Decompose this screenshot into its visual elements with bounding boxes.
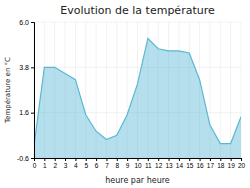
grid-line-x — [230, 22, 231, 158]
grid-line-x — [220, 22, 221, 158]
grid-line-y — [34, 22, 241, 23]
y-axis-line — [31, 23, 35, 159]
x-tick: 17 — [207, 158, 215, 169]
x-tick: 5 — [84, 158, 88, 169]
x-tick-label: 12 — [155, 162, 163, 169]
y-tick: 3.8 — [19, 64, 34, 71]
grid-line-x — [106, 22, 107, 158]
x-tick: 12 — [155, 158, 163, 169]
x-tick-mark — [75, 158, 76, 161]
x-tick-mark — [189, 158, 190, 161]
x-tick: 19 — [228, 158, 236, 169]
y-tick-mark — [31, 67, 34, 68]
y-tick-mark — [31, 113, 34, 114]
y-tick-mark — [31, 22, 34, 23]
x-tick: 0 — [33, 158, 37, 169]
x-tick-label: 10 — [134, 162, 142, 169]
x-tick: 18 — [217, 158, 225, 169]
x-tick-mark — [210, 158, 211, 161]
x-tick-label: 13 — [165, 162, 173, 169]
x-tick-mark — [106, 158, 107, 161]
y-tick-label: 1.6 — [19, 109, 29, 116]
y-tick: 6.0 — [19, 19, 34, 26]
x-tick: 16 — [196, 158, 204, 169]
y-axis-title: Température en °C — [4, 57, 12, 124]
x-tick: 2 — [53, 158, 57, 169]
x-tick-label: 17 — [207, 162, 215, 169]
x-tick: 10 — [134, 158, 142, 169]
x-tick-mark — [117, 158, 118, 161]
x-tick-label: 5 — [84, 162, 88, 169]
y-tick-mark — [31, 158, 34, 159]
x-tick-label: 7 — [105, 162, 109, 169]
x-tick-label: 3 — [64, 162, 68, 169]
x-tick-label: 4 — [74, 162, 78, 169]
area — [34, 38, 241, 158]
x-tick-label: 0 — [33, 162, 37, 169]
y-tick-label: -0.6 — [17, 155, 29, 162]
x-tick-label: 1 — [43, 162, 47, 169]
x-tick-mark — [169, 158, 170, 161]
x-tick-label: 20 — [238, 162, 246, 169]
x-tick-mark — [138, 158, 139, 161]
x-tick-mark — [179, 158, 180, 161]
x-tick-mark — [220, 158, 221, 161]
chart: 01234567891011121314151617181920-0.61.63… — [0, 0, 250, 188]
x-tick: 15 — [186, 158, 194, 169]
x-tick-label: 6 — [95, 162, 99, 169]
x-tick-mark — [148, 158, 149, 161]
x-tick-mark — [158, 158, 159, 161]
x-tick-label: 11 — [145, 162, 152, 169]
x-tick-label: 19 — [228, 162, 236, 169]
x-tick: 11 — [145, 158, 152, 169]
x-tick-label: 15 — [186, 162, 194, 169]
y-tick: 1.6 — [19, 109, 34, 116]
x-tick-mark — [127, 158, 128, 161]
x-tick-label: 9 — [126, 162, 130, 169]
x-tick-mark — [55, 158, 56, 161]
y-axis: -0.6 1.6 3.8 6.0 — [17, 19, 35, 162]
x-tick-mark — [200, 158, 201, 161]
x-tick: 1 — [43, 158, 47, 169]
x-tick-label: 2 — [53, 162, 57, 169]
grid — [34, 22, 241, 158]
plot: 01234567891011121314151617181920-0.61.63… — [17, 19, 246, 169]
x-tick-label: 8 — [115, 162, 119, 169]
y-tick: -0.6 — [17, 155, 34, 162]
x-axis: 01234567891011121314151617181920 — [33, 158, 246, 169]
line — [34, 38, 241, 145]
x-tick: 9 — [126, 158, 130, 169]
x-tick: 4 — [74, 158, 78, 169]
x-tick: 3 — [64, 158, 68, 169]
x-tick: 13 — [165, 158, 173, 169]
x-tick: 6 — [95, 158, 99, 169]
x-axis-title: heure par heure — [105, 176, 170, 185]
x-tick-mark — [65, 158, 66, 161]
grid-line-y — [34, 67, 241, 68]
x-tick-mark — [86, 158, 87, 161]
x-tick-mark — [96, 158, 97, 161]
x-tick: 14 — [176, 158, 184, 169]
title: Evolution de la température — [60, 4, 215, 17]
y-tick-label: 3.8 — [19, 64, 29, 71]
x-tick-mark — [44, 158, 45, 161]
x-tick-mark — [241, 158, 242, 161]
x-tick-label: 16 — [196, 162, 204, 169]
marks — [34, 38, 241, 158]
x-tick-label: 18 — [217, 162, 225, 169]
x-tick-label: 14 — [176, 162, 184, 169]
y-tick-label: 6.0 — [19, 19, 29, 26]
x-tick-mark — [231, 158, 232, 161]
x-tick: 7 — [105, 158, 109, 169]
x-tick: 8 — [115, 158, 119, 169]
x-tick: 20 — [238, 158, 246, 169]
